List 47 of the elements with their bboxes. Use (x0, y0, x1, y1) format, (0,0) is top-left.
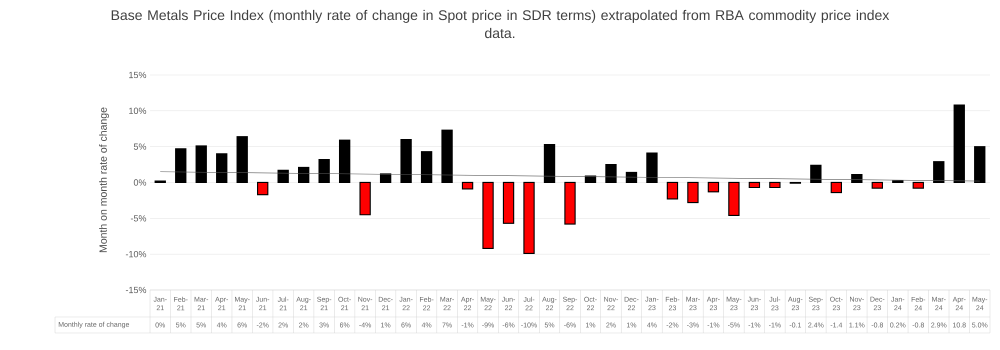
bar (502, 182, 514, 224)
bar (420, 151, 432, 184)
bar (257, 182, 268, 196)
bar (605, 164, 617, 184)
bar (523, 182, 535, 254)
bar (912, 182, 924, 189)
y-tick-label: 10% (129, 108, 146, 114)
bar (626, 172, 638, 184)
bar (646, 152, 658, 184)
bar (482, 182, 494, 249)
bar (666, 182, 678, 200)
bar (708, 182, 720, 192)
bar (728, 182, 740, 216)
bar (216, 153, 228, 184)
bar (359, 182, 371, 216)
bar (974, 146, 986, 184)
bar (318, 159, 330, 184)
bar (933, 161, 944, 184)
y-tick-label: -15% (126, 286, 146, 294)
bar (584, 175, 596, 184)
y-tick-label: 5% (134, 143, 146, 150)
bar (338, 140, 350, 184)
y-axis-title: Month on month rate of change (99, 108, 109, 252)
bar (441, 130, 453, 184)
bar (462, 182, 474, 190)
y-tick-label: -10% (126, 250, 146, 258)
bar (400, 138, 412, 184)
bar (564, 182, 576, 225)
chart-title: Base Metals Price Index (monthly rate of change in Spot price in SDR terms) extrapolated from RBA commodity price index data. (112, 10, 890, 38)
bar (278, 170, 289, 184)
bar (872, 182, 883, 189)
bar (298, 166, 310, 184)
bar (236, 136, 248, 184)
bar (810, 164, 822, 184)
y-tick-label: -5% (130, 215, 146, 222)
bar (851, 174, 862, 184)
bar (954, 104, 965, 184)
bar (175, 148, 186, 184)
bar (544, 144, 556, 184)
bar (687, 182, 699, 204)
bar (748, 182, 760, 188)
bar (196, 145, 207, 184)
y-tick-label: 15% (129, 72, 146, 78)
bar (769, 182, 781, 188)
y-tick-label: 0% (134, 179, 146, 186)
bar (380, 173, 392, 184)
bar (830, 182, 842, 194)
